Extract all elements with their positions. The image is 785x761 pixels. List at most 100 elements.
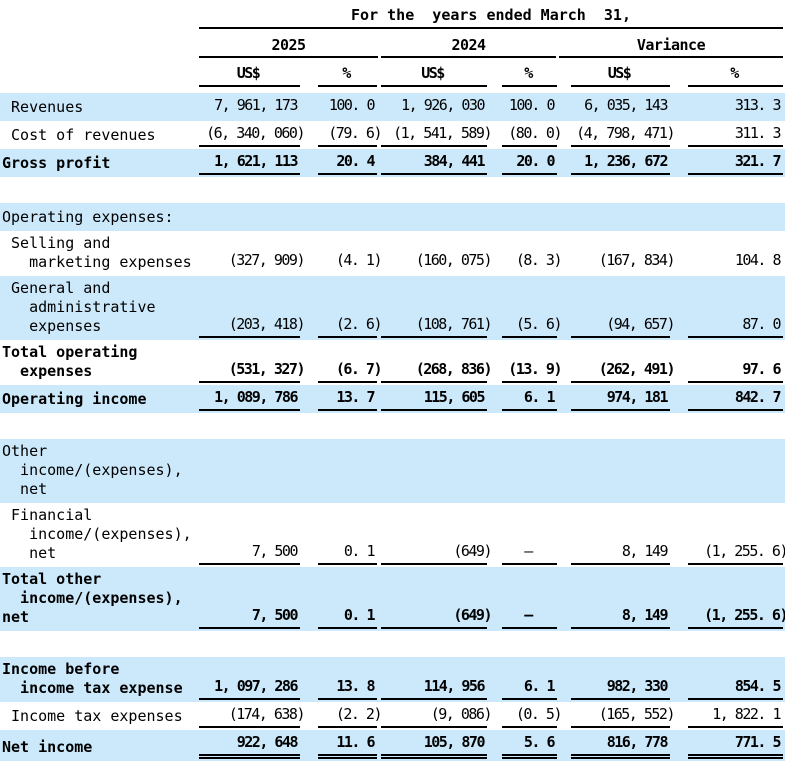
value-cell: (649) [379,603,492,631]
value-text: (13. 9) [508,360,562,378]
value-cell [197,475,302,503]
value-cell [672,203,785,231]
value-text: 384, 441 [423,152,486,170]
value-text: 7, 500 [251,542,299,560]
value-cell: (2. 6) [302,312,383,340]
value-text: (649) [453,542,492,560]
value-text: 6. 1 [523,677,556,695]
value-text: (80. 0) [508,124,562,142]
row-label: General and administrative expenses [11,279,156,335]
value-cell: 1, 236, 672 [559,149,672,177]
row-label: Gross profit [2,154,111,172]
table-row: Revenues 7, 961, 173 100. 0 1, 926, 030 100.… [0,93,785,121]
col-header-pct-variance: % [672,58,785,87]
value-cell: (4. 1) [302,248,383,276]
empty-corner-cell [0,81,197,87]
value-cell: (1, 255. 6) [672,603,785,631]
table-row: Operating expenses: [0,203,785,231]
value-cell: 1, 926, 030 [379,93,489,121]
value-cell: 7, 500 [197,603,302,631]
value-text: (167, 834) [598,251,676,269]
value-text: 8, 149 [621,542,669,560]
value-cell [379,203,489,231]
value-cell: — [489,539,559,567]
column-header-row: US$ % US$ % US$ % [0,58,785,87]
value-cell [559,475,672,503]
col-header-us-2024: US$ [379,58,489,87]
value-text: (0. 5) [515,705,563,723]
table-row: Net income 922, 648 11. 6 105, 870 5. 6 816, … [0,730,785,761]
value-text: 7, 500 [251,606,299,624]
value-text: 11. 6 [336,733,375,751]
value-cell: (1, 541, 589) [379,121,492,149]
table-row: Operating income 1, 089, 786 13. 7 115, 605… [0,385,785,413]
table-title: For the years ended March 31, [199,0,783,29]
value-cell: (0. 5) [489,702,563,730]
value-text: 97. 6 [742,360,781,378]
value-cell: 1, 097, 286 [197,674,302,702]
value-cell: 5. 6 [489,730,559,761]
value-text: (94, 657) [606,315,675,333]
value-cell: 7, 500 [197,539,302,567]
value-cell: 854. 5 [672,674,785,702]
value-cell: 842. 7 [672,385,785,413]
value-text: (531, 327) [228,360,306,378]
row-label: Income before income tax expense [2,660,183,697]
value-cell: 114, 956 [379,674,489,702]
value-text: 771. 5 [734,733,782,751]
value-cell: 100. 0 [489,93,559,121]
row-label: Other income/(expenses), net [2,442,183,498]
value-text: 311. 3 [734,124,782,142]
value-cell: 771. 5 [672,730,785,761]
value-text: 100. 0 [328,96,376,114]
value-text: (2. 6) [335,315,383,333]
value-text: 816, 778 [606,733,669,751]
value-cell: 11. 6 [302,730,379,761]
value-cell: (165, 552) [559,702,676,730]
value-cell: (8. 3) [489,248,563,276]
table-row: Gross profit 1, 621, 113 20. 4 384, 441 20. … [0,149,785,177]
spacer-row [0,177,785,203]
value-text: 974, 181 [606,388,669,406]
table-title-row: For the years ended March 31, [0,0,785,29]
value-cell: 1, 621, 113 [197,149,302,177]
value-cell: 8, 149 [559,539,672,567]
value-cell: 0. 1 [302,539,379,567]
value-cell: (327, 909) [197,248,306,276]
value-cell: (2. 2) [302,702,383,730]
value-text: (4, 798, 471) [576,124,675,142]
row-label: Operating income [2,390,147,408]
value-text: (327, 909) [228,251,306,269]
value-text: (5. 6) [515,315,563,333]
value-cell: (160, 075) [379,248,493,276]
value-cell: 13. 8 [302,674,379,702]
value-text: — [524,606,533,624]
value-text: (6. 7) [335,360,383,378]
value-cell [489,475,559,503]
value-cell: 115, 605 [379,385,489,413]
table-row: General and administrative expenses (203,… [0,276,785,340]
value-text: (9, 086) [430,705,493,723]
col-header-pct-2025: % [302,58,379,87]
value-cell: 20. 0 [489,149,559,177]
value-cell: (79. 6) [302,121,382,149]
value-cell: 321. 7 [672,149,785,177]
row-label: Income tax expenses [2,707,183,725]
value-text: (1, 541, 589) [393,124,492,142]
value-cell: 97. 6 [672,357,785,385]
value-cell: 0. 1 [302,603,379,631]
value-cell [379,475,489,503]
value-text: (649) [453,606,492,624]
value-cell: (4, 798, 471) [559,121,675,149]
value-cell: 6. 1 [489,385,559,413]
col-group-2025: 2025 [199,29,378,58]
value-text: 313. 3 [734,96,782,114]
value-cell: 816, 778 [559,730,672,761]
value-text: (160, 075) [415,251,493,269]
value-cell: 982, 330 [559,674,672,702]
value-cell: (5. 6) [489,312,563,340]
value-cell [559,203,672,231]
value-text: (165, 552) [598,705,676,723]
table-row: Selling and marketing expenses (327, 909)… [0,231,785,276]
